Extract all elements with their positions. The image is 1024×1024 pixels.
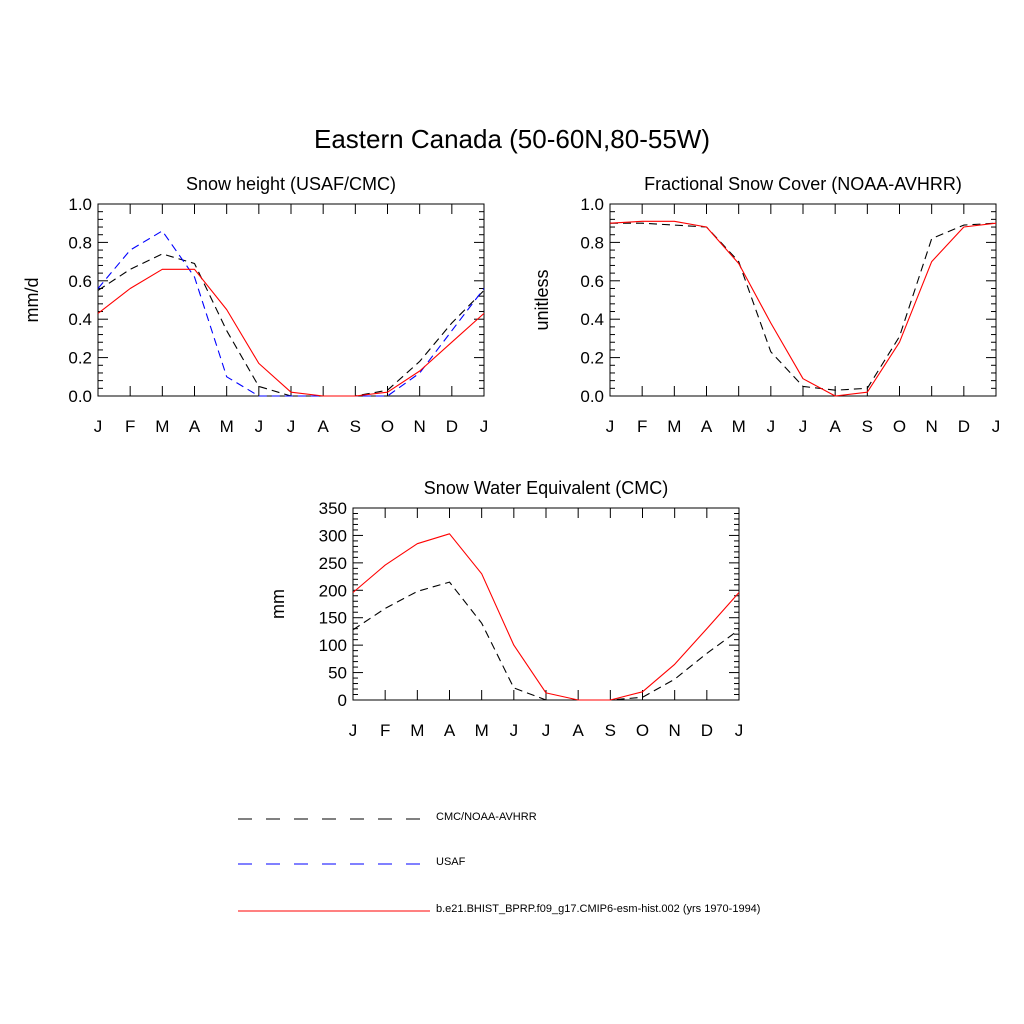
panel-3-ytick-label: 0	[338, 691, 347, 710]
legend-item-usaf: USAF	[236, 854, 876, 874]
panel-2-xtick-label: A	[829, 417, 841, 436]
panel-2-ytick-label: 0.6	[580, 272, 604, 291]
panel-2-xtick-label: D	[958, 417, 970, 436]
panel-1-xtick-label: A	[189, 417, 201, 436]
panel-2-ytick-label: 0.4	[580, 310, 604, 329]
panel-1-xtick-label: D	[446, 417, 458, 436]
legend: CMC/NOAA-AVHRR USAF b.e21.BHIST_BPRP.f09…	[236, 800, 876, 930]
panel-2-xtick-label: J	[767, 417, 776, 436]
panel-3-xtick-label: S	[605, 721, 616, 740]
legend-label-model: b.e21.BHIST_BPRP.f09_g17.CMIP6-esm-hist.…	[436, 903, 761, 915]
panel-3-ytick-label: 200	[319, 581, 347, 600]
panel-3-xtick-label: J	[542, 721, 551, 740]
legend-swatch-cmc-noaa	[238, 818, 430, 820]
legend-item-model: b.e21.BHIST_BPRP.f09_g17.CMIP6-esm-hist.…	[236, 901, 876, 921]
legend-swatch-model	[238, 910, 430, 912]
panel-3-xtick-label: N	[669, 721, 681, 740]
panel-3-xtick-label: J	[510, 721, 519, 740]
panel-3-ytick-label: 350	[319, 499, 347, 518]
panel-1-title: Snow height (USAF/CMC)	[186, 174, 396, 194]
legend-label-cmc-noaa: CMC/NOAA-AVHRR	[436, 811, 537, 823]
panel-2-xtick-label: S	[862, 417, 873, 436]
panel-3-frame	[352, 507, 740, 701]
panel-2-xtick-label: J	[992, 417, 1001, 436]
panel-2-series-1-line	[610, 222, 997, 391]
panel-3-ylabel: mm	[268, 589, 288, 619]
panel-3-xtick-label: A	[572, 721, 584, 740]
panel-1-ytick-label: 0.4	[68, 310, 92, 329]
panel-1-xtick-label: S	[350, 417, 361, 436]
panel-2-xtick-label: O	[893, 417, 906, 436]
panel-2-series-2-line	[609, 220, 997, 397]
panel-2-xtick-label: J	[799, 417, 808, 436]
panel-2-ylabel: unitless	[532, 269, 552, 330]
panel-1-ylabel: mm/d	[22, 278, 42, 323]
panel-1-ytick-label: 0.2	[68, 349, 92, 368]
panel-2-ytick-label: 1.0	[580, 195, 604, 214]
panel-2-xtick-label: J	[606, 417, 615, 436]
panel-3-xtick-label: M	[410, 721, 424, 740]
panel-3-ytick-label: 50	[328, 664, 347, 683]
panel-2-xtick-label: A	[701, 417, 713, 436]
panel-1-xtick-label: J	[255, 417, 264, 436]
figure-title: Eastern Canada (50-60N,80-55W)	[314, 124, 710, 154]
panel-1-ytick-label: 1.0	[68, 195, 92, 214]
panel-2-ytick-label: 0.8	[580, 233, 604, 252]
panel-3-xtick-label: J	[349, 721, 358, 740]
panel-2-xtick-label: M	[667, 417, 681, 436]
panel-2-xtick-label: M	[732, 417, 746, 436]
panel-3-xtick-label: D	[701, 721, 713, 740]
panel-1-series-2-line	[97, 230, 485, 397]
panel-3-ytick-label: 100	[319, 636, 347, 655]
panel-1-xtick-label: O	[381, 417, 394, 436]
panel-3-xtick-label: M	[475, 721, 489, 740]
panel-3-series-2-line	[352, 533, 740, 701]
legend-swatch-usaf	[238, 863, 430, 865]
panel-1-xtick-label: M	[155, 417, 169, 436]
panel-1-ytick-label: 0.0	[68, 387, 92, 406]
panel-3-xtick-label: J	[735, 721, 744, 740]
legend-label-usaf: USAF	[436, 856, 466, 868]
panel-1-xtick-label: A	[317, 417, 329, 436]
panel-1-ytick-label: 0.8	[68, 233, 92, 252]
panel-2-xtick-label: N	[926, 417, 938, 436]
panel-3-xtick-label: O	[636, 721, 649, 740]
panel-2-title: Fractional Snow Cover (NOAA-AVHRR)	[644, 174, 962, 194]
panel-2-ytick-label: 0.2	[580, 349, 604, 368]
panel-3-ytick-label: 150	[319, 609, 347, 628]
legend-item-cmc-noaa: CMC/NOAA-AVHRR	[236, 809, 876, 829]
panel-2-xtick-label: F	[637, 417, 647, 436]
panel-2-frame	[609, 203, 997, 397]
panel-3-ytick-label: 300	[319, 526, 347, 545]
panel-1-frame	[97, 203, 485, 397]
panel-1-xtick-label: N	[414, 417, 426, 436]
panel-1-xtick-label: F	[125, 417, 135, 436]
panel-1-series-3-line	[97, 268, 485, 397]
panel-3-xtick-label: A	[444, 721, 456, 740]
panel-1-xtick-label: J	[287, 417, 296, 436]
panel-2-ytick-label: 0.0	[580, 387, 604, 406]
panel-3-title: Snow Water Equivalent (CMC)	[424, 478, 668, 498]
panel-1-xtick-label: M	[220, 417, 234, 436]
panel-1-series-1-line	[97, 253, 485, 397]
panel-1-ytick-label: 0.6	[68, 272, 92, 291]
panel-3-xtick-label: F	[380, 721, 390, 740]
panel-1-xtick-label: J	[94, 417, 103, 436]
panel-3-series-1-line	[352, 581, 740, 701]
panel-1-xtick-label: J	[480, 417, 489, 436]
panel-3-ytick-label: 250	[319, 554, 347, 573]
